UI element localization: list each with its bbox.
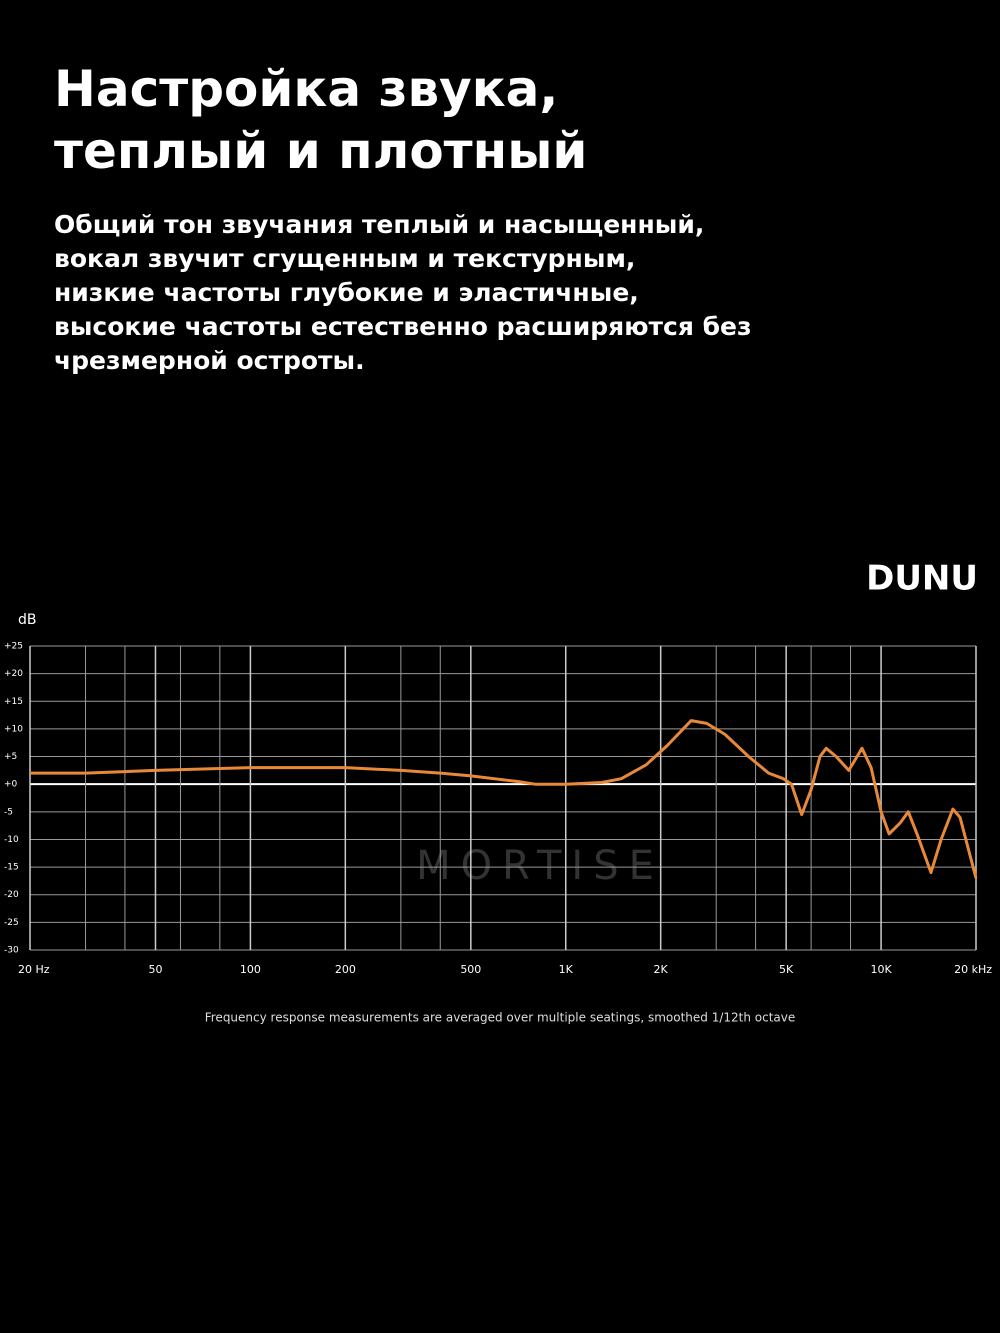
x-tick-label: 10K [870,963,892,976]
description-line: высокие частоты естественно расширяются … [54,312,752,341]
y-tick-label: -5 [4,807,13,817]
x-tick-label: 50 [148,963,162,976]
y-tick-label: +0 [4,780,18,790]
x-tick-label: 200 [335,963,356,976]
series-line [30,719,978,879]
y-tick-label: -25 [4,918,19,928]
y-tick-label: +20 [4,669,23,679]
y-axis-label: dB [18,612,37,628]
caption: Frequency response measurements are aver… [205,1011,796,1025]
x-tick-label: 5K [779,963,794,976]
x-tick-label: 2K [654,963,669,976]
y-tick-label: -30 [4,946,19,956]
x-tick-label: 100 [240,963,261,976]
x-tick-label: 20 Hz [18,963,50,976]
description-line: чрезмерной остроты. [54,346,365,375]
description-line: низкие частоты глубокие и эластичные, [54,278,639,307]
y-tick-label: +15 [4,697,23,707]
x-tick-label: 20 kHz [954,963,992,976]
y-tick-label: -15 [4,863,19,873]
description: Общий тон звучания теплый и насыщенный, … [54,208,752,378]
heading-line: теплый и плотный [54,122,588,180]
y-tick-label: +10 [4,724,23,734]
y-tick-label: +25 [4,642,23,652]
description-line: Общий тон звучания теплый и насыщенный, [54,210,705,239]
brand: DUNU [866,559,978,599]
y-tick-label: -10 [4,835,19,845]
y-tick-label: -20 [4,890,19,900]
heading: Настройка звука, теплый и плотный [54,58,587,182]
y-tick-label: +5 [4,752,17,762]
x-tick-label: 1K [559,963,574,976]
x-tick-label: 500 [460,963,481,976]
description-line: вокал звучит сгущенным и текстурным, [54,244,636,273]
watermark: MORTISE [416,843,664,889]
heading-line: Настройка звука, [54,60,559,118]
